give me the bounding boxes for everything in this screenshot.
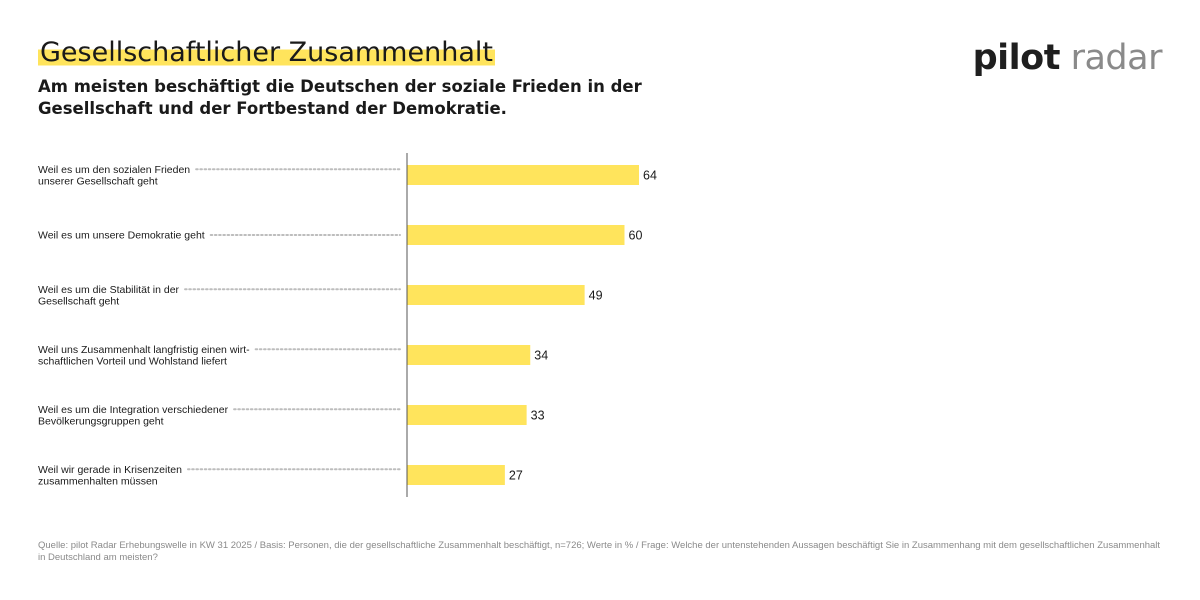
value-label: 34 bbox=[534, 349, 548, 363]
bar bbox=[407, 465, 505, 485]
value-label: 60 bbox=[629, 229, 643, 243]
bar bbox=[407, 225, 625, 245]
category-label-line: Weil es um die Integration verschiedener bbox=[38, 404, 229, 416]
value-label: 27 bbox=[509, 469, 523, 483]
chart-subtitle: Am meisten beschäftigt die Deutschen der… bbox=[38, 77, 642, 118]
category-label-line: unserer Gesellschaft geht bbox=[38, 175, 158, 187]
category-label-line: Bevölkerungsgruppen geht bbox=[38, 415, 164, 427]
brand-logo-part1: pilot bbox=[972, 38, 1061, 78]
category-label-line: Weil es um die Stabilität in der bbox=[38, 284, 180, 296]
category-label: Weil es um unsere Demokratie geht bbox=[38, 230, 205, 242]
category-label: Weil uns Zusammenhalt langfristig einen … bbox=[38, 344, 250, 368]
title-wrap: Gesellschaftlicher Zusammenhalt bbox=[38, 38, 495, 68]
category-label-line: Weil uns Zusammenhalt langfristig einen … bbox=[38, 344, 250, 356]
bar bbox=[407, 405, 527, 425]
category-label-line: schaftlichen Vorteil und Wohlstand liefe… bbox=[38, 355, 227, 367]
category-label-line: Weil es um unsere Demokratie geht bbox=[38, 230, 205, 242]
category-label-line: Weil es um den sozialen Frieden bbox=[38, 164, 190, 176]
category-label: Weil es um die Integration verschiedener… bbox=[38, 404, 229, 428]
chart-title: Gesellschaftlicher Zusammenhalt bbox=[38, 37, 495, 68]
value-label: 49 bbox=[589, 289, 603, 303]
value-label: 64 bbox=[643, 169, 657, 183]
bar bbox=[407, 165, 639, 185]
source-footnote: Quelle: pilot Radar Erhebungswelle in KW… bbox=[38, 540, 1161, 563]
brand-logo-part2: radar bbox=[1070, 38, 1163, 78]
category-label-line: Weil wir gerade in Krisenzeiten bbox=[38, 464, 182, 476]
brand-logo: pilot radar bbox=[972, 36, 1163, 80]
category-label: Weil es um den sozialen Frieden unserer G… bbox=[38, 164, 190, 188]
bar bbox=[407, 345, 531, 365]
category-label: Weil es um die Stabilität in der Gesellsc… bbox=[38, 284, 180, 308]
category-label: Weil wir gerade in Krisenzeiten zusammenh… bbox=[38, 464, 182, 488]
category-label-line: zusammenhalten müssen bbox=[38, 475, 158, 487]
category-label-line: Gesellschaft geht bbox=[38, 295, 119, 307]
bar bbox=[407, 285, 585, 305]
value-label: 33 bbox=[531, 409, 545, 423]
